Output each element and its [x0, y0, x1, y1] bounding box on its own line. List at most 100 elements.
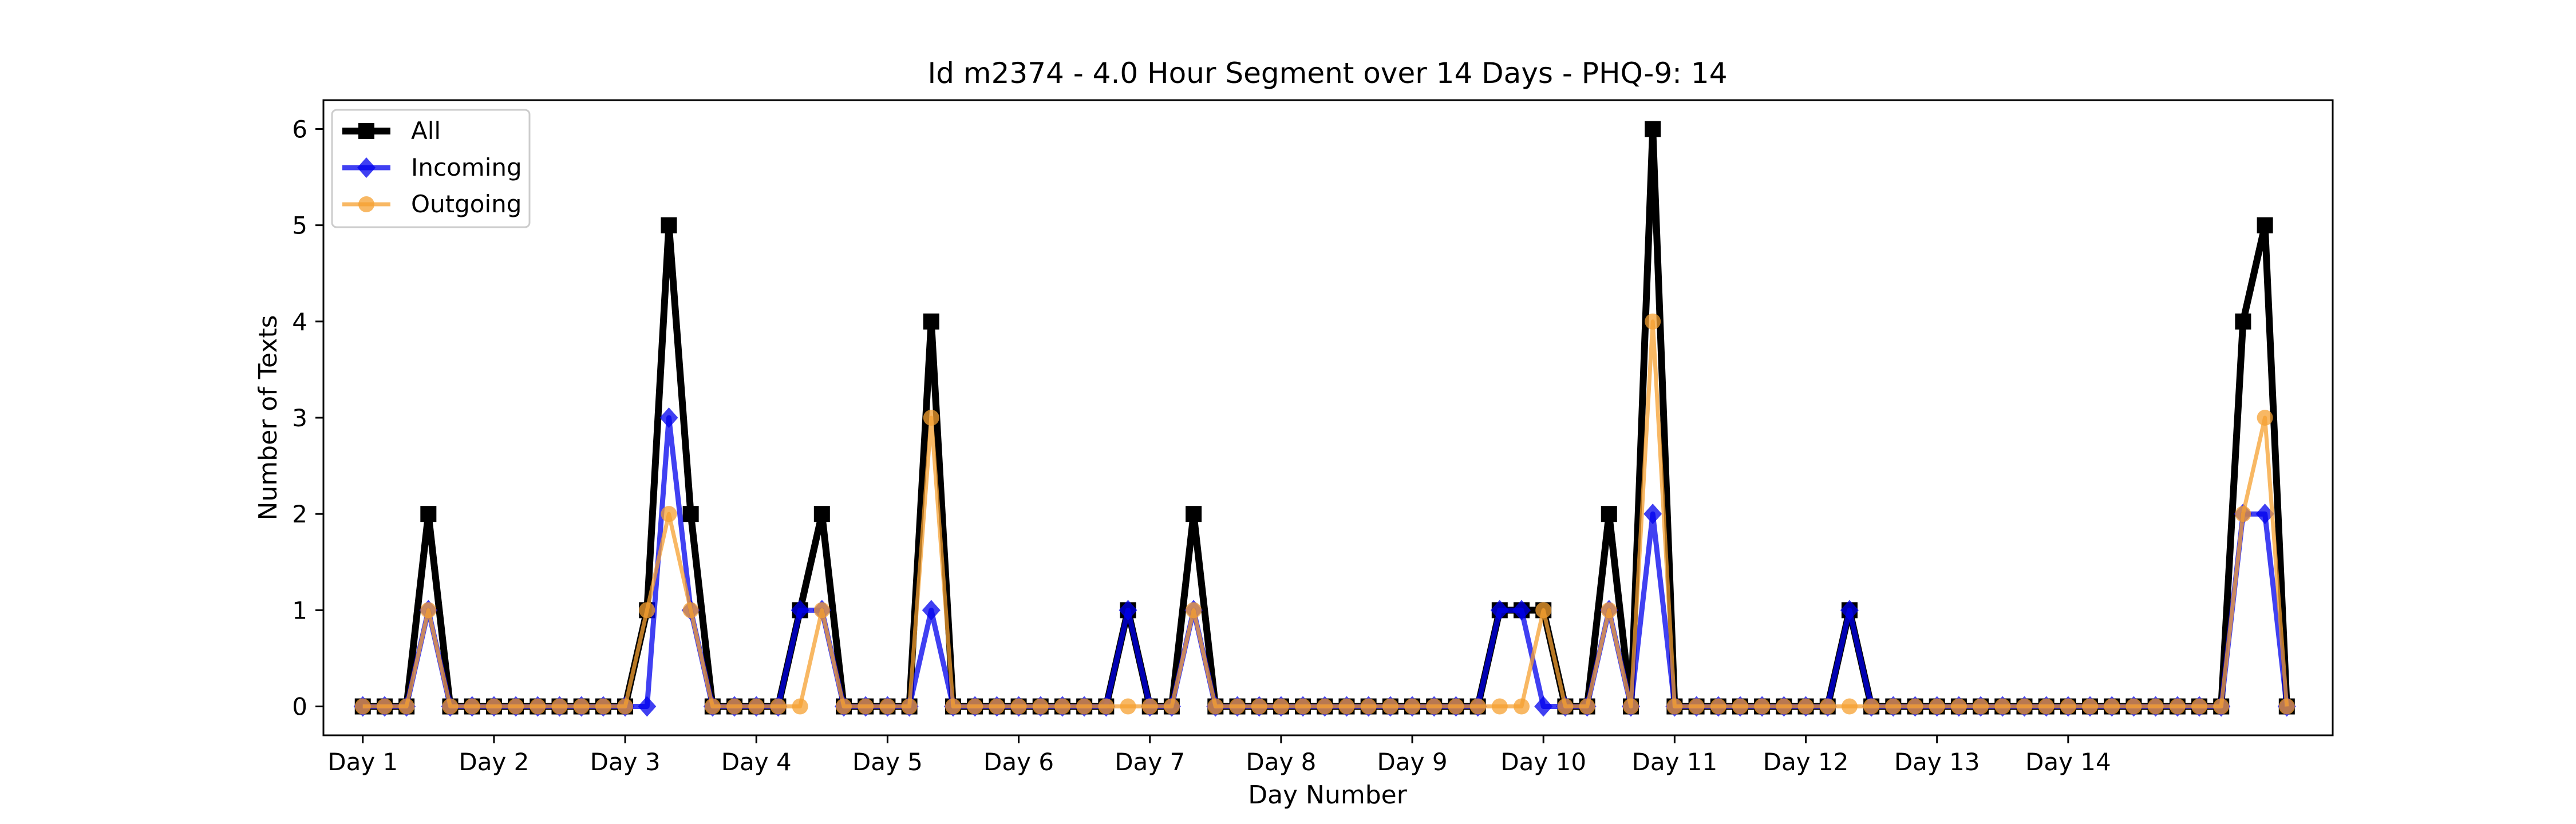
data-point-outgoing: [1229, 698, 1246, 715]
data-point-outgoing: [2169, 698, 2186, 715]
data-point-incoming: [638, 696, 657, 717]
data-point-all: [923, 313, 939, 330]
data-point-outgoing: [1776, 698, 1792, 715]
data-point-outgoing: [1535, 602, 1552, 619]
data-point-outgoing: [1076, 698, 1093, 715]
data-point-outgoing: [1929, 698, 1945, 715]
data-point-outgoing: [967, 698, 983, 715]
data-point-outgoing: [770, 698, 787, 715]
data-point-outgoing: [1819, 698, 1836, 715]
data-point-outgoing: [1710, 698, 1726, 715]
data-point-outgoing: [420, 602, 437, 619]
data-point-outgoing: [1841, 698, 1858, 715]
data-point-outgoing: [726, 698, 743, 715]
data-point-incoming: [1490, 600, 1509, 621]
y-tick-label: 0: [292, 693, 307, 721]
data-point-outgoing: [945, 698, 961, 715]
x-tick-label: Day 3: [590, 748, 661, 776]
data-point-outgoing: [1032, 698, 1049, 715]
data-point-outgoing: [1469, 698, 1486, 715]
data-point-all: [2235, 313, 2251, 330]
legend-items: All Incoming Outgoing: [342, 117, 522, 218]
data-point-outgoing: [1645, 313, 1661, 330]
data-point-outgoing: [2104, 698, 2120, 715]
data-point-outgoing: [1491, 698, 1508, 715]
data-point-outgoing: [704, 698, 721, 715]
data-point-outgoing: [1251, 698, 1267, 715]
data-point-outgoing: [1557, 698, 1574, 715]
y-tick-label: 1: [292, 596, 307, 624]
data-point-outgoing: [989, 698, 1005, 715]
series-all: [354, 121, 2295, 715]
data-point-outgoing: [858, 698, 874, 715]
data-point-incoming: [791, 600, 809, 621]
data-point-outgoing: [682, 602, 699, 619]
data-point-all: [813, 506, 830, 522]
x-tick-label: Day 11: [1632, 748, 1718, 776]
x-tick-label: Day 5: [852, 748, 923, 776]
data-point-outgoing: [1382, 698, 1398, 715]
data-point-outgoing: [1317, 698, 1333, 715]
data-point-outgoing: [1054, 698, 1070, 715]
x-tick-label: Day 13: [1894, 748, 1980, 776]
data-point-outgoing: [1688, 698, 1705, 715]
data-point-outgoing: [1579, 698, 1595, 715]
data-point-outgoing: [2147, 698, 2164, 715]
data-point-outgoing: [485, 698, 502, 715]
data-point-all: [1186, 506, 1202, 522]
data-point-outgoing: [464, 698, 480, 715]
data-point-outgoing: [661, 506, 677, 522]
data-point-outgoing: [901, 698, 918, 715]
y-tick-label: 3: [292, 404, 307, 432]
data-point-incoming: [2255, 504, 2274, 525]
data-point-outgoing: [2278, 698, 2295, 715]
data-point-outgoing: [1732, 698, 1748, 715]
data-point-outgoing: [1338, 698, 1355, 715]
data-point-outgoing: [1141, 698, 1158, 715]
x-tick-label: Day 1: [327, 748, 398, 776]
y-tick-label: 6: [292, 115, 307, 143]
data-point-outgoing: [836, 698, 852, 715]
legend-label-outgoing: Outgoing: [411, 190, 521, 218]
x-tick-label: Day 10: [1500, 748, 1586, 776]
data-point-outgoing: [1907, 698, 1923, 715]
data-point-outgoing: [813, 602, 830, 619]
data-point-outgoing: [1950, 698, 1967, 715]
legend-box: [331, 109, 531, 228]
x-tick-label: Day 7: [1115, 748, 1185, 776]
data-point-all: [420, 506, 437, 522]
data-point-incoming: [922, 600, 941, 621]
plot-frame: [322, 99, 2334, 736]
legend-label-incoming: Incoming: [411, 153, 522, 181]
data-point-outgoing: [1120, 698, 1136, 715]
x-tick-label: Day 4: [721, 748, 792, 776]
legend-label-all: All: [411, 117, 441, 145]
data-point-outgoing: [1622, 698, 1639, 715]
data-point-outgoing: [2257, 410, 2273, 426]
data-point-outgoing: [639, 602, 655, 619]
data-point-outgoing: [2191, 698, 2208, 715]
data-point-outgoing: [1360, 698, 1377, 715]
data-point-outgoing: [2082, 698, 2099, 715]
data-point-outgoing: [792, 698, 808, 715]
data-point-outgoing: [530, 698, 546, 715]
data-point-outgoing: [1797, 698, 1814, 715]
data-point-outgoing: [442, 698, 459, 715]
x-tick-label: Day 12: [1763, 748, 1849, 776]
data-point-outgoing: [1098, 698, 1115, 715]
data-point-outgoing: [354, 698, 371, 715]
data-point-outgoing: [551, 698, 568, 715]
data-point-outgoing: [1666, 698, 1683, 715]
y-tick-label: 2: [292, 500, 307, 528]
x-tick-label: Day 6: [983, 748, 1054, 776]
data-point-outgoing: [1514, 698, 1530, 715]
legend-marker-outgoing: [358, 196, 374, 212]
data-point-outgoing: [1448, 698, 1464, 715]
x-tick-label: Day 8: [1246, 748, 1316, 776]
data-point-outgoing: [595, 698, 611, 715]
data-point-incoming: [1643, 504, 1662, 525]
data-point-outgoing: [376, 698, 393, 715]
y-axis-label: Number of Texts: [254, 315, 283, 520]
data-point-outgoing: [1295, 698, 1311, 715]
data-point-outgoing: [2060, 698, 2076, 715]
